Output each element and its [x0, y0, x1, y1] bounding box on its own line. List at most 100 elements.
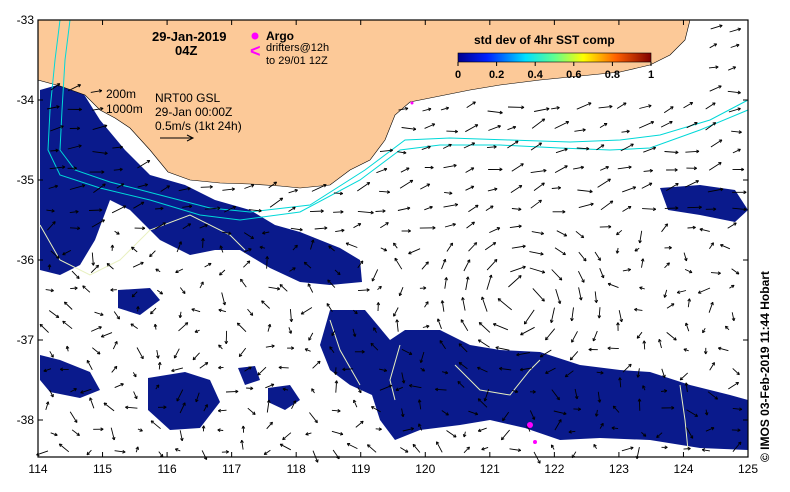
x-tick-label: 115 [93, 462, 112, 476]
sst-contours [39, 214, 689, 451]
current-vector [545, 328, 556, 341]
current-vector [709, 85, 722, 92]
current-vector [529, 251, 544, 256]
current-vector [279, 284, 288, 292]
current-vector [664, 150, 679, 155]
x-tick-label: 118 [287, 462, 306, 476]
y-tick-label: -34 [17, 93, 35, 107]
current-vector [217, 428, 224, 432]
current-vector [684, 180, 699, 188]
current-vector [288, 188, 298, 194]
current-vector [683, 102, 694, 109]
current-vector [444, 277, 448, 289]
map-border [37, 19, 749, 458]
current-vector [509, 448, 522, 452]
current-vector [458, 362, 468, 370]
current-vector [577, 270, 585, 283]
current-vector [641, 432, 647, 437]
current-vector [328, 245, 335, 252]
current-vector [50, 432, 58, 437]
current-vector [596, 370, 604, 375]
current-vector [47, 221, 56, 231]
current-vector [730, 43, 740, 48]
current-vector [397, 206, 411, 211]
current-vector [600, 165, 609, 171]
current-vector [174, 448, 181, 452]
map-date: 29-Jan-2019 [152, 29, 226, 44]
current-vector [402, 427, 415, 432]
current-vector [440, 106, 450, 111]
current-vector [728, 381, 739, 390]
current-vector [182, 223, 192, 230]
current-vector [371, 406, 381, 413]
argo-float-marker [533, 440, 537, 444]
current-vector [191, 308, 201, 313]
current-vector [160, 185, 170, 192]
current-vector [458, 343, 468, 353]
current-vector [259, 245, 266, 250]
scale-label: 0.5m/s (1kt 24h) [155, 119, 242, 133]
current-vector [400, 167, 410, 173]
current-vector [379, 148, 393, 153]
current-vector [594, 291, 599, 303]
current-vector [556, 230, 568, 237]
current-vector [375, 209, 386, 213]
current-vector [481, 446, 489, 451]
argo-float-marker [410, 101, 414, 105]
current-vector [307, 283, 314, 293]
bathymetry-contours [47, 19, 749, 221]
current-vector [545, 367, 556, 374]
current-vector [443, 143, 452, 149]
current-vector [110, 427, 116, 441]
current-vector [224, 330, 229, 345]
coast-fringe [690, 20, 748, 90]
current-vector [435, 387, 447, 392]
current-vector [532, 288, 545, 302]
current-vector [485, 205, 494, 211]
current-vector [92, 106, 104, 111]
current-vector [219, 269, 226, 276]
current-vector [131, 291, 138, 298]
current-vector [47, 264, 52, 270]
current-vector [531, 118, 546, 129]
current-vector [593, 444, 597, 449]
x-tick-label: 116 [158, 462, 177, 476]
current-vector [465, 124, 479, 133]
current-vector [509, 224, 522, 229]
current-vector [707, 187, 724, 193]
current-vector [243, 260, 251, 268]
current-vector [217, 408, 227, 413]
current-vector [687, 298, 692, 308]
current-vector [59, 367, 69, 372]
current-vector [732, 190, 747, 195]
current-vector [309, 412, 318, 424]
current-vector [45, 401, 50, 411]
current-vector [707, 391, 719, 400]
current-vector [574, 388, 579, 400]
argo-float-marker [527, 422, 533, 428]
current-vector [265, 256, 270, 269]
current-vector [379, 368, 388, 373]
current-vector [594, 251, 601, 261]
current-vector [639, 286, 645, 290]
current-vector [221, 450, 229, 454]
argo-legend-icon [251, 32, 259, 40]
current-vector [569, 351, 579, 361]
current-vector [640, 258, 645, 268]
current-vector [638, 120, 655, 129]
contour-1000-label: 1000m [106, 102, 143, 116]
current-vector [621, 446, 634, 452]
current-vector [62, 320, 73, 330]
credit-text: © IMOS 03-Feb-2019 11:44 Hobart [758, 271, 772, 462]
colorbar-tick-label: 0.4 [528, 69, 544, 81]
current-vector [687, 225, 696, 230]
current-vector [70, 286, 78, 291]
x-tick-label: 125 [738, 462, 758, 476]
current-vector [530, 142, 542, 151]
current-vector [178, 311, 183, 319]
current-vector [444, 191, 453, 195]
current-vector [176, 241, 182, 253]
current-vector [555, 147, 568, 154]
current-vector [444, 222, 456, 228]
current-vector [468, 204, 479, 213]
